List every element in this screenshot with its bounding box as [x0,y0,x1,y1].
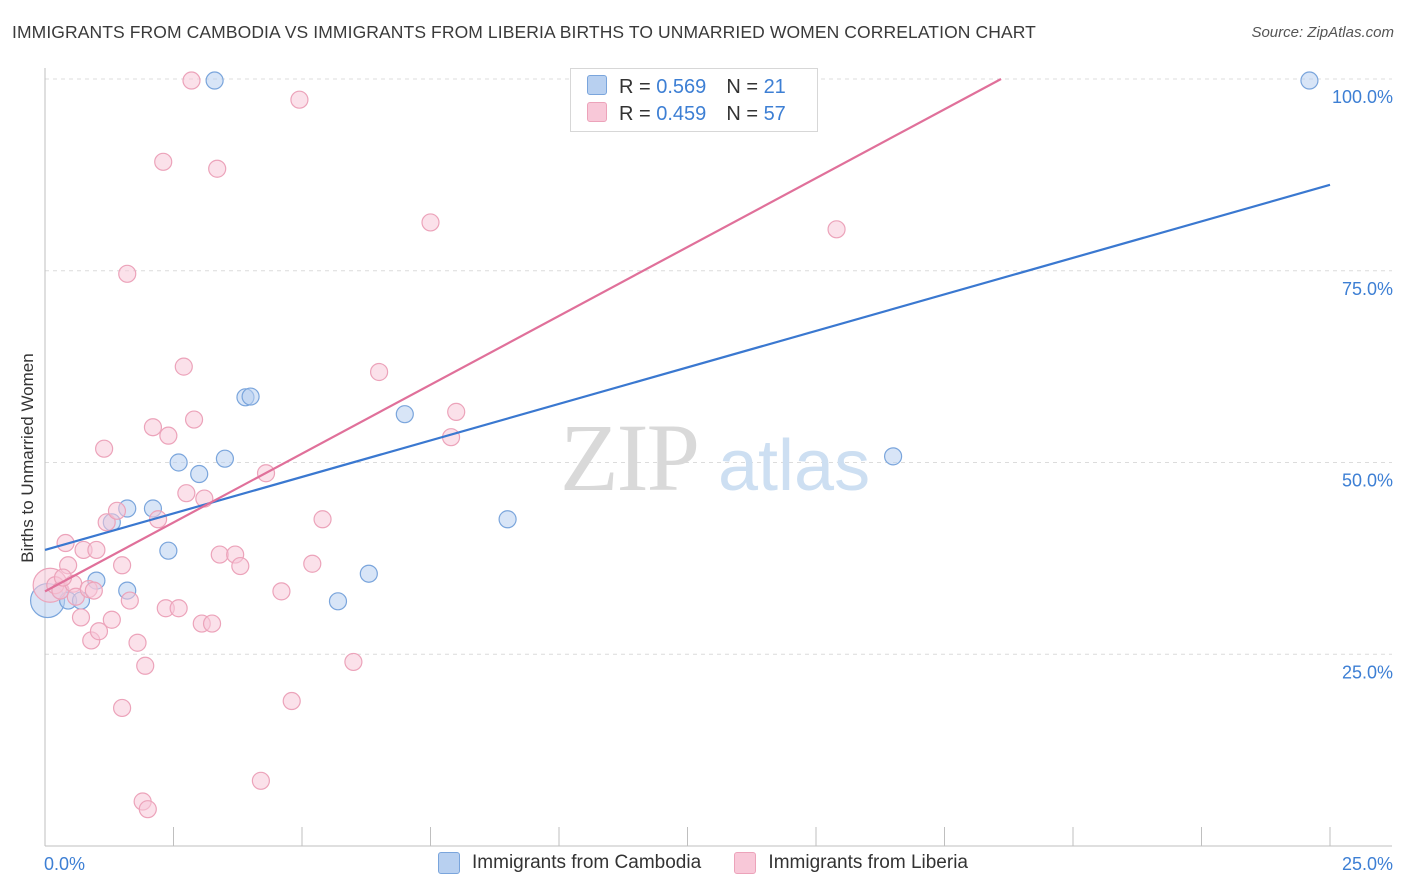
cambodia-point [1300,71,1319,90]
liberia-point [128,633,147,652]
liberia-point [169,599,188,618]
liberia-point [282,691,301,711]
cambodia-point [359,564,378,583]
liberia-point [184,410,204,429]
cambodia-point [215,449,234,468]
liberia-point [370,362,389,382]
chart-title: IMMIGRANTS FROM CAMBODIA VS IMMIGRANTS F… [12,22,1036,42]
x-tick-label: 25.0% [1342,854,1393,874]
liberia-point [97,513,116,532]
liberia-point [102,610,121,629]
cambodia-n-label: N = [726,76,764,98]
cambodia-point [883,447,903,466]
cambodia-swatch [587,75,607,95]
liberia-point [251,771,270,790]
x-tick-label: 0.0% [44,854,85,874]
cambodia-point [169,453,188,472]
liberia-point [231,556,250,576]
liberia-point [447,402,466,421]
y-tick-label: 50.0% [1342,471,1393,491]
liberia-point [290,90,309,109]
legend-row-cambodia: R = 0.569 N = 21 [587,75,786,99]
cambodia-point [241,387,260,406]
liberia-point [208,159,227,178]
points-layer [29,71,1319,819]
liberia-point [272,582,291,601]
liberia-point [136,656,155,675]
cambodia-legend-label: Immigrants from Cambodia [472,852,702,873]
liberia-point [177,484,196,503]
correlation-legend: R = 0.569 N = 21 R = 0.459 N = 57 [570,68,818,132]
liberia-point [112,556,132,575]
liberia-point [182,71,201,90]
source-label: Source: ZipAtlas.com [1251,24,1394,41]
liberia-point [174,357,193,376]
liberia-trendline [44,78,1002,593]
cambodia-legend-swatch [438,852,461,874]
liberia-n-value: 57 [763,103,786,125]
liberia-point [120,591,139,610]
watermark-zip: ZIP [560,404,698,511]
axis-layer [44,68,1392,847]
y-axis-title: Births to Unmarried Women [18,353,37,563]
cambodia-r-value: 0.569 [656,76,707,98]
liberia-point [71,608,91,627]
liberia-swatch [587,102,607,122]
legend-item-liberia[interactable]: Immigrants from Liberia [734,852,968,874]
y-tick-label: 100.0% [1332,87,1393,107]
cambodia-point [498,510,517,529]
liberia-point [154,152,173,171]
liberia-r-label: R = [619,103,657,125]
liberia-point [827,220,846,239]
liberia-point [118,264,137,283]
liberia-point [313,510,332,529]
watermark-atlas: atlas [718,426,870,506]
liberia-legend-label: Immigrants from Liberia [768,852,968,873]
legend-item-cambodia[interactable]: Immigrants from Cambodia [438,852,701,874]
liberia-point [344,652,363,672]
liberia-point [159,426,178,445]
series-legend: Immigrants from Cambodia Immigrants from… [0,852,1406,880]
cambodia-point [395,405,414,424]
liberia-point [138,800,157,819]
liberia-point [112,698,132,718]
y-tick-label: 25.0% [1342,662,1393,682]
liberia-point [89,622,109,641]
liberia-r-value: 0.459 [656,103,707,125]
trend-layer [44,78,1331,593]
y-tick-label: 75.0% [1342,279,1393,299]
liberia-legend-swatch [734,852,757,874]
cambodia-trendline [44,183,1331,551]
liberia-point [87,540,106,560]
liberia-point [421,213,440,232]
tick-label-layer: 25.0% 50.0% 75.0% 100.0% 0.0% 25.0% [44,87,1393,874]
cambodia-r-label: R = [619,76,657,98]
grid-layer [45,78,1392,655]
liberia-point [107,501,127,520]
liberia-point [202,614,222,633]
liberia-n-label: N = [726,103,764,125]
liberia-point [95,439,114,458]
cambodia-point [205,71,224,90]
cambodia-point [328,592,348,611]
cambodia-point [159,541,178,560]
legend-row-liberia: R = 0.459 N = 57 [587,102,786,126]
cambodia-n-value: 21 [763,76,786,98]
liberia-point [84,581,103,600]
liberia-point [143,418,163,437]
liberia-point [303,554,322,573]
liberia-point [210,545,229,564]
cambodia-point [190,464,209,484]
